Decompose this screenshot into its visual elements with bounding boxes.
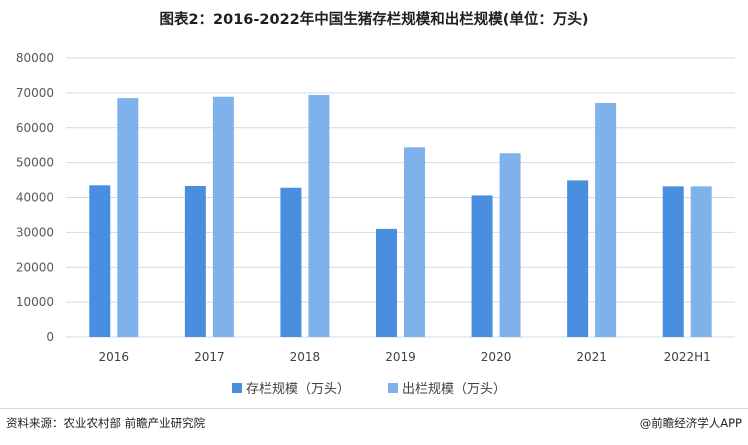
bar-output-2016	[117, 98, 139, 337]
x-axis-ticks: 2016 2017 2018 2019 2020 2021 2022H1	[99, 350, 711, 364]
bar-output-2021	[595, 102, 617, 338]
y-tick-label: 30000	[16, 225, 54, 239]
y-tick-label: 10000	[16, 295, 54, 309]
bar-stock-2017	[184, 185, 206, 337]
x-tick-label: 2018	[290, 350, 321, 364]
legend-label: 出栏规模（万头）	[402, 382, 506, 397]
gridlines	[66, 57, 735, 338]
legend-swatch	[232, 383, 242, 393]
footer-divider	[0, 408, 748, 409]
x-tick-label: 2016	[99, 350, 130, 364]
bars	[89, 94, 712, 338]
y-tick-label: 0	[46, 330, 54, 344]
source-note: 资料来源：农业农村部 前瞻产业研究院	[6, 416, 206, 430]
x-tick-label: 2020	[481, 350, 512, 364]
legend-swatch	[388, 383, 398, 393]
x-tick-label: 2017	[194, 350, 225, 364]
x-tick-label: 2021	[576, 350, 607, 364]
bar-stock-2021	[567, 180, 589, 337]
y-axis-ticks: 0 10000 20000 30000 40000 50000 60000 70000 8000…	[16, 51, 54, 344]
y-tick-label: 40000	[16, 191, 54, 205]
legend: 存栏规模（万头） 出栏规模（万头）	[232, 382, 506, 397]
bar-output-2022H1	[690, 186, 712, 337]
bar-stock-2016	[89, 185, 111, 337]
y-tick-label: 70000	[16, 86, 54, 100]
bar-stock-2020	[471, 195, 493, 337]
bar-chart: 0 10000 20000 30000 40000 50000 60000 70000 8000…	[16, 51, 735, 397]
bar-output-2019	[404, 147, 425, 337]
bar-output-2017	[212, 96, 234, 338]
bar-stock-2018	[280, 187, 302, 337]
bar-stock-2019	[376, 228, 397, 337]
bar-stock-2022H1	[662, 186, 684, 337]
bar-output-2020	[499, 153, 521, 337]
legend-label: 存栏规模（万头）	[246, 382, 350, 397]
y-tick-label: 50000	[16, 156, 54, 170]
x-tick-label: 2022H1	[664, 350, 711, 364]
y-tick-label: 80000	[16, 51, 54, 65]
credit-note: @前瞻经济学人APP	[639, 416, 742, 430]
chart-title: 图表2：2016-2022年中国生猪存栏规模和出栏规模(单位：万头)	[159, 12, 589, 28]
y-tick-label: 60000	[16, 121, 54, 135]
y-tick-label: 20000	[16, 260, 54, 274]
bar-output-2018	[308, 94, 330, 337]
x-tick-label: 2019	[385, 350, 416, 364]
